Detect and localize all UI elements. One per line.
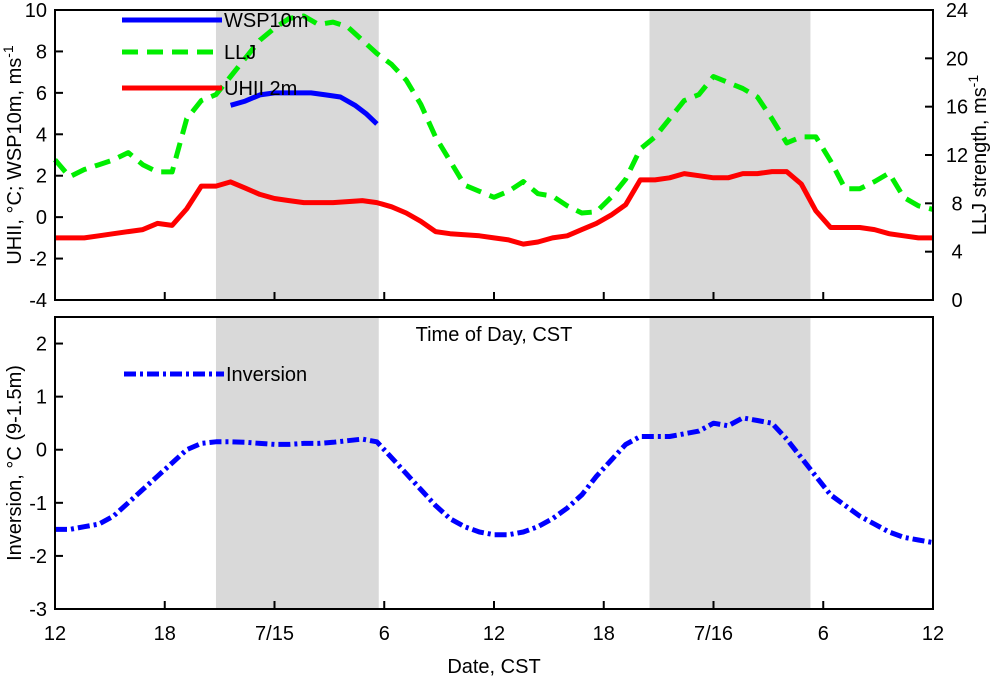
top-shaded-periods	[215, 10, 811, 300]
bottom-xlabel: Date, CST	[447, 656, 540, 678]
bottom-shaded-periods	[215, 317, 811, 609]
top-ytick-right-label: 24	[946, 0, 968, 22]
bottom-ytick-label: 1	[36, 387, 47, 409]
time-of-day-label: Time of Day, CST	[416, 324, 573, 346]
legend-label-wsp10m: WSP10m	[224, 10, 308, 32]
legend-label-inversion: Inversion	[226, 364, 307, 386]
bottom-ytick-label: -2	[29, 546, 47, 568]
bottom-shade-2	[649, 317, 811, 609]
top-ytick-left-label: 6	[36, 83, 47, 105]
bottom-legend: Inversion	[124, 364, 307, 386]
top-ytick-right-label: 8	[951, 193, 962, 215]
bottom-ytick-label: -3	[29, 599, 47, 621]
top-ytick-right-label: 0	[951, 290, 962, 312]
top-ylabel-left-sup: -1	[0, 45, 16, 58]
legend-label-uhii-2m: UHII 2m	[224, 78, 297, 100]
top-ytick-right-label: 20	[946, 48, 968, 70]
bottom-xtick-label: 7/15	[255, 623, 294, 645]
bottom-ylabel: Inversion, °C (9-1.5m)	[4, 365, 26, 561]
bottom-ytick-label: -1	[29, 493, 47, 515]
series-line-llj	[53, 13, 934, 216]
top-ylabel-left: UHII, °C; WSP10m, ms-1	[0, 45, 26, 265]
legend-label-llj: LLJ	[224, 42, 256, 64]
top-ylabel-left-text: UHII, °C; WSP10m, ms	[4, 58, 26, 265]
top-legend: WSP10m LLJ UHII 2m	[122, 10, 308, 100]
series-line-wsp10m	[229, 90, 379, 126]
bottom-xtick-label: 6	[379, 623, 390, 645]
top-ytick-left-label: 2	[36, 166, 47, 188]
bottom-xtick-label: 12	[483, 623, 505, 645]
top-ytick-left-label: 8	[36, 41, 47, 63]
top-ylabel-right-sup: -1	[965, 75, 981, 88]
top-ytick-left-label: 10	[25, 0, 47, 22]
top-ytick-left-label: -2	[29, 249, 47, 271]
bottom-xtick-label: 7/16	[694, 623, 733, 645]
top-ylabel-right-text: LLJ strength, ms	[969, 87, 991, 235]
bottom-xtick-label: 12	[44, 623, 66, 645]
top-ytick-right-label: 16	[946, 97, 968, 119]
bottom-xtick-label: 6	[818, 623, 829, 645]
top-ytick-right-label: 4	[951, 242, 962, 264]
top-series-lines	[53, 13, 934, 247]
top-ylabel-right: LLJ strength, ms-1	[965, 75, 991, 236]
top-ytick-left-label: -4	[29, 290, 47, 312]
bottom-ytick-label: 2	[36, 334, 47, 356]
top-shade-2	[649, 10, 811, 300]
bottom-ytick-label: 0	[36, 440, 47, 462]
bottom-xtick-label: 18	[593, 623, 615, 645]
series-line-uhii-2m	[55, 169, 933, 247]
top-ytick-left-label: 0	[36, 207, 47, 229]
bottom-xtick-label: 18	[154, 623, 176, 645]
top-ytick-right-label: 12	[946, 145, 968, 167]
bottom-shade-1	[215, 317, 379, 609]
bottom-xtick-label: 12	[922, 623, 944, 645]
top-ytick-left-label: 4	[36, 124, 47, 146]
